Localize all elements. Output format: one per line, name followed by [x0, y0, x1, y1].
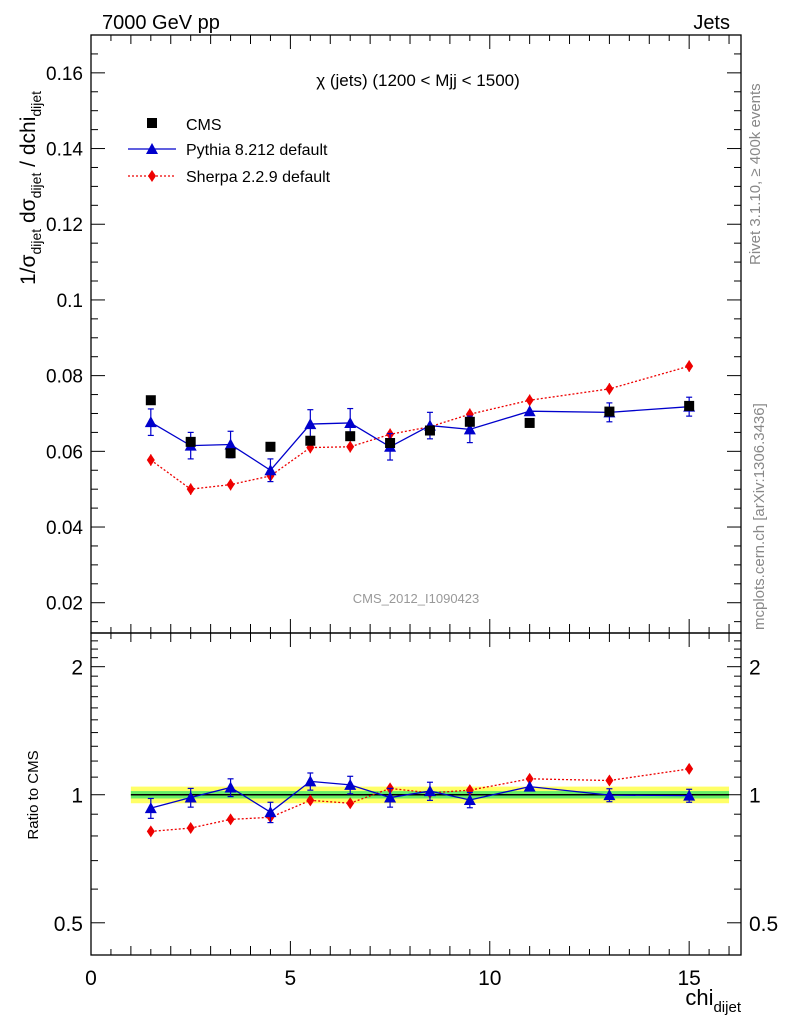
ratio-pythia-line	[150, 780, 690, 813]
main-y-tick-label: 0.08	[46, 367, 83, 388]
ratio-sherpa-point	[525, 772, 534, 785]
ratio-y-tick-label-right: 1	[749, 785, 761, 808]
ratio-sherpa-point	[146, 825, 155, 838]
ratio-sherpa-point	[605, 774, 614, 787]
legend-label-cms: CMS	[186, 117, 222, 134]
sherpa-point	[605, 382, 614, 395]
main-y-tick-label: 0.16	[46, 64, 83, 85]
ratio-y-tick-label: 0.5	[54, 913, 83, 936]
cms-point	[604, 406, 615, 417]
cms-point	[684, 400, 695, 411]
ratio-y-axis-label: Ratio to CMS	[25, 750, 42, 839]
legend-marker-pythia	[146, 143, 158, 154]
cms-point	[185, 436, 196, 447]
ratio-pythia-point	[144, 802, 157, 814]
sherpa-point	[186, 483, 195, 496]
legend-marker-cms	[147, 118, 157, 128]
legend-label-pythia: Pythia 8.212 default	[186, 142, 328, 159]
sherpa-point	[346, 440, 355, 453]
ratio-ticks: 0.5 0.5 1 1 2 2 0 5 10 15	[54, 633, 778, 990]
ratio-sherpa-point	[685, 762, 694, 775]
ratio-pythia-point	[384, 791, 397, 803]
rivet-label: Rivet 3.1.10, ≥ 400k events	[747, 83, 764, 265]
svg-text:chidijet: chidijet	[685, 985, 741, 1016]
cms-point	[345, 431, 356, 442]
cms-point	[305, 435, 316, 446]
ratio-marks	[144, 762, 696, 838]
watermark: CMS_2012_I1090423	[353, 591, 480, 606]
main-y-tick-label: 0.04	[46, 518, 83, 539]
main-y-tick-label: 0.02	[46, 594, 83, 615]
plot-title: χ (jets) (1200 < Mjj < 1500)	[316, 71, 520, 90]
x-axis-label: chidijet	[685, 985, 741, 1016]
ratio-sherpa-point	[226, 813, 235, 826]
ratio-y-tick-label: 1	[71, 785, 83, 808]
cms-point	[424, 425, 435, 436]
ratio-sherpa-point	[306, 794, 315, 807]
ratio-pythia-point	[603, 789, 616, 801]
legend: CMS Pythia 8.212 default Sherpa 2.2.9 de…	[128, 117, 331, 186]
pythia-point	[304, 418, 317, 430]
ratio-pythia-point	[224, 781, 237, 793]
sherpa-point	[525, 394, 534, 407]
header-right: Jets	[693, 12, 730, 34]
sherpa-point	[226, 478, 235, 491]
ratio-frame	[90, 632, 742, 956]
main-y-tick-label: 0.06	[46, 442, 83, 463]
legend-label-sherpa: Sherpa 2.2.9 default	[186, 169, 331, 186]
ratio-pythia-point	[304, 775, 317, 787]
x-tick-label: 0	[85, 967, 97, 990]
ratio-sherpa-point	[346, 797, 355, 810]
cms-point	[464, 416, 475, 427]
pythia-point	[264, 464, 277, 476]
main-panel: 0.02 0.04 0.06 0.08 0.1 0.12 0.14 0.16 χ (jets)…	[17, 34, 742, 634]
sherpa-point	[685, 360, 694, 373]
ratio-pythia-point	[184, 791, 197, 803]
x-tick-label: 5	[285, 967, 297, 990]
main-marks	[144, 360, 696, 496]
ratio-pythia-point	[344, 778, 357, 790]
ratio-y-tick-label: 2	[71, 657, 83, 680]
x-tick-label: 10	[478, 967, 501, 990]
header-left: 7000 GeV pp	[102, 12, 220, 34]
pythia-point	[144, 416, 157, 428]
ratio-pythia-point	[523, 780, 536, 792]
ratio-y-tick-label-right: 2	[749, 657, 761, 680]
pythia-point	[463, 423, 476, 435]
ratio-sherpa-line	[150, 768, 690, 833]
pythia-point	[224, 438, 237, 450]
sherpa-point	[146, 454, 155, 467]
cms-point	[265, 441, 276, 452]
ratio-sherpa-point	[465, 784, 474, 797]
x-tick-label: 15	[677, 967, 700, 990]
ratio-pythia-point	[423, 785, 436, 797]
main-y-tick-label: 0.1	[57, 291, 83, 312]
svg-text:1/σdijet dσdijet / dchidijet: 1/σdijet dσdijet / dchidijet	[17, 91, 44, 285]
cms-point	[385, 438, 396, 449]
ratio-pythia-point	[264, 806, 277, 818]
main-ticks: 0.02 0.04 0.06 0.08 0.1 0.12 0.14 0.16	[46, 35, 741, 633]
mcplots-label: mcplots.cern.ch [arXiv:1306.3436]	[751, 403, 768, 630]
pythia-point	[523, 405, 536, 417]
cms-point	[524, 417, 535, 428]
ratio-pythia-point	[683, 789, 696, 801]
main-y-axis-label: 1/σdijet dσdijet / dchidijet	[17, 91, 44, 285]
ratio-pythia-point	[463, 793, 476, 805]
ratio-panel: 0.5 0.5 1 1 2 2 0 5 10 15 Ratio to CMS	[25, 632, 778, 990]
main-y-tick-label: 0.12	[46, 215, 83, 236]
cms-point	[145, 395, 156, 406]
pythia-point	[344, 416, 357, 428]
pythia-line	[150, 406, 690, 472]
sherpa-line	[150, 365, 690, 490]
legend-marker-sherpa	[148, 170, 156, 182]
cms-point	[225, 448, 236, 459]
main-y-tick-label: 0.14	[46, 140, 83, 161]
ratio-sherpa-point	[186, 822, 195, 835]
ratio-y-tick-label-right: 0.5	[749, 913, 778, 936]
